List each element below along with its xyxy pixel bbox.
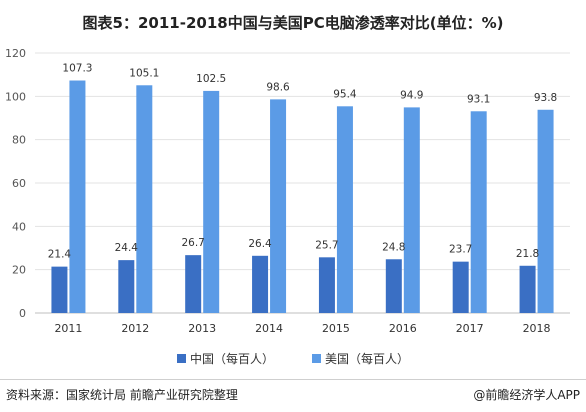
y-tick-label: 80 [12, 134, 26, 147]
bar-usa [270, 99, 287, 313]
data-labels: 21.4 107.3 24.4 105.1 26.7 102.5 26.4 98.6 25.7 9… [48, 63, 558, 261]
data-label-usa: 105.1 [129, 67, 159, 79]
gridlines [35, 52, 570, 314]
bar-china [51, 266, 68, 313]
legend-swatch-usa [312, 354, 321, 363]
legend: 中国（每百人） 美国（每百人） [0, 350, 586, 367]
bar-china [185, 255, 202, 313]
bar-chart: 0 20 40 60 80 100 120 21.4 107.3 24.4 105.1 26.7 10… [5, 47, 570, 335]
bar-usa [69, 80, 86, 314]
bar-china [318, 257, 335, 313]
x-tick-label: 2011 [54, 322, 82, 335]
x-tick-label: 2012 [121, 322, 149, 335]
chart-title: 图表5：2011-2018中国与美国PC电脑渗透率对比(单位：%) [82, 14, 504, 32]
legend-item-china: 中国（每百人） [176, 350, 274, 367]
data-label-usa: 95.4 [333, 88, 357, 100]
data-label-china: 26.7 [181, 237, 204, 249]
y-tick-label: 120 [5, 47, 26, 60]
data-label-china: 23.7 [449, 244, 472, 256]
y-tick-label: 40 [12, 220, 26, 233]
x-tick-label: 2017 [456, 322, 484, 335]
bar-china [519, 265, 536, 313]
legend-item-usa: 美国（每百人） [312, 350, 409, 367]
legend-label-usa: 美国（每百人） [325, 352, 410, 366]
x-tick-label: 2018 [523, 322, 551, 335]
bar-usa [336, 106, 353, 313]
bar-china [452, 261, 469, 313]
y-tick-label: 100 [5, 90, 26, 103]
y-tick-label: 20 [12, 264, 26, 277]
data-label-usa: 94.9 [400, 89, 423, 101]
x-tick-label: 2015 [322, 322, 350, 335]
data-label-china: 24.4 [115, 242, 139, 254]
data-label-china: 24.8 [382, 241, 405, 253]
brand-credit: @前瞻经济学人APP [473, 388, 580, 402]
bar-usa [470, 111, 487, 314]
data-label-usa: 98.6 [266, 81, 290, 93]
legend-label-china: 中国（每百人） [189, 352, 274, 366]
bar-china [385, 259, 402, 313]
y-axis-ticks: 0 20 40 60 80 100 120 [5, 47, 26, 320]
data-label-usa: 107.3 [62, 63, 92, 75]
data-label-china: 21.8 [516, 248, 539, 260]
bar-usa [403, 107, 420, 313]
x-tick-label: 2016 [389, 322, 417, 335]
bar-china [118, 260, 135, 313]
data-label-usa: 102.5 [196, 73, 226, 85]
legend-swatch-china [176, 354, 186, 363]
data-label-china: 26.4 [248, 238, 272, 250]
source-note: 资料来源：国家统计局 前瞻产业研究院整理 [6, 388, 238, 402]
bar-china [252, 255, 269, 313]
data-label-usa: 93.1 [467, 93, 490, 105]
data-label-china: 25.7 [315, 239, 338, 251]
x-axis-ticks: 2011 2012 2013 2014 2015 2016 2017 2018 [54, 322, 550, 335]
x-tick-label: 2014 [255, 322, 283, 335]
footer-divider [0, 379, 586, 380]
bar-usa [136, 85, 153, 314]
data-label-china: 21.4 [48, 249, 72, 261]
x-tick-label: 2013 [188, 322, 216, 335]
y-tick-label: 0 [19, 307, 26, 320]
bar-usa [537, 109, 554, 314]
bar-usa [203, 90, 220, 314]
y-tick-label: 60 [12, 177, 26, 190]
bars [51, 80, 554, 314]
data-label-usa: 93.8 [534, 92, 557, 104]
